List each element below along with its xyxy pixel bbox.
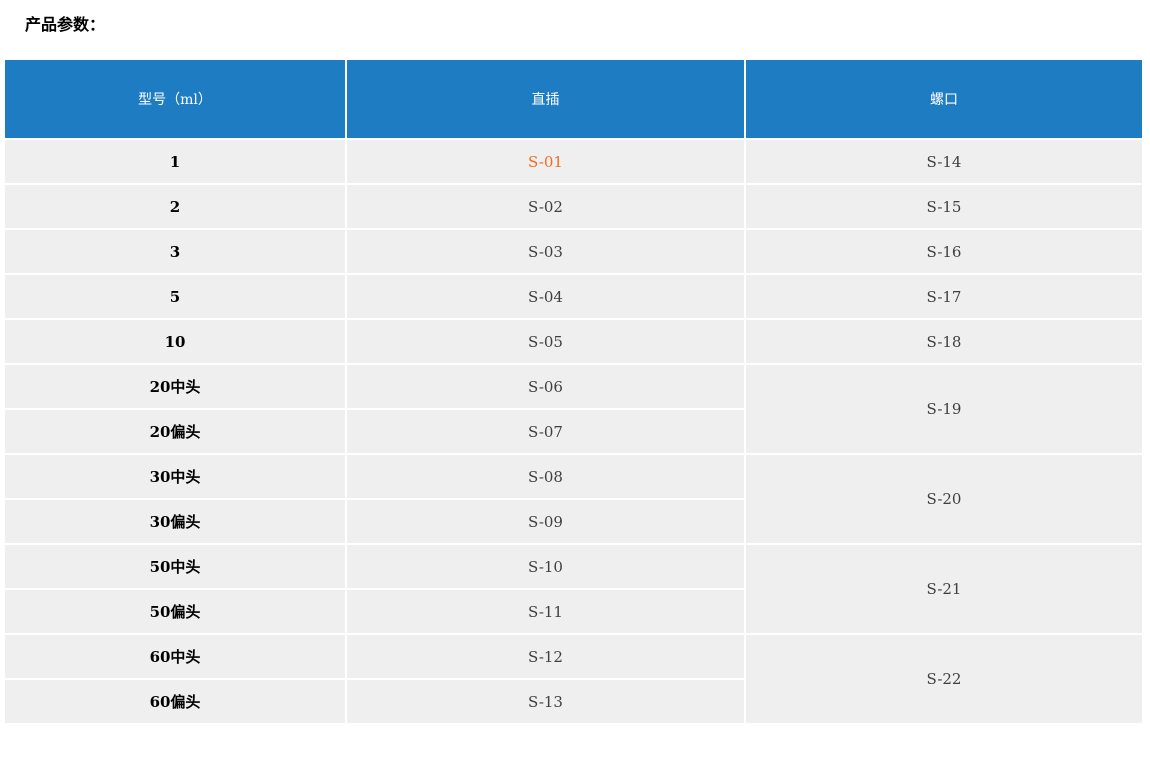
product-parameters-table: 型号（ml） 直插 螺口 1 S-01 S-14 2 S-02 S-15 3 S-03 S-16…	[3, 58, 1144, 725]
table-row: 20偏头 S-07	[5, 410, 1142, 453]
luokou-cell: S-19	[746, 365, 1142, 453]
model-cell: 5	[5, 275, 345, 318]
column-header-zhicha: 直插	[347, 60, 744, 138]
model-cell: 60中头	[5, 635, 345, 678]
model-cell: 50中头	[5, 545, 345, 588]
table-row: 20中头 S-06 S-19	[5, 365, 1142, 453]
zhicha-cell: S-13	[347, 680, 744, 723]
table-row: 60中头 S-12 S-22	[5, 635, 1142, 723]
luokou-cell: S-14	[746, 140, 1142, 183]
table-row: 50偏头 S-11	[5, 590, 1142, 633]
table-row: 60偏头 S-13	[5, 680, 1142, 723]
zhicha-cell: S-02	[347, 185, 744, 228]
zhicha-cell: S-12	[347, 635, 744, 678]
zhicha-cell: S-09	[347, 500, 744, 543]
model-cell: 20中头	[5, 365, 345, 408]
column-header-model: 型号（ml）	[5, 60, 345, 138]
table-row: 2 S-02 S-15	[5, 185, 1142, 228]
model-cell: 1	[5, 140, 345, 183]
model-cell: 60偏头	[5, 680, 345, 723]
table-header: 型号（ml） 直插 螺口	[5, 60, 1142, 138]
model-cell: 50偏头	[5, 590, 345, 633]
model-cell: 2	[5, 185, 345, 228]
luokou-cell: S-18	[746, 320, 1142, 363]
zhicha-cell: S-06	[347, 365, 744, 408]
table-header-row: 型号（ml） 直插 螺口	[5, 60, 1142, 138]
zhicha-cell: S-11	[347, 590, 744, 633]
zhicha-cell: S-04	[347, 275, 744, 318]
table-row: 1 S-01 S-14	[5, 140, 1142, 183]
luokou-cell: S-20	[746, 455, 1142, 543]
model-cell: 10	[5, 320, 345, 363]
luokou-cell: S-16	[746, 230, 1142, 273]
zhicha-cell: S-07	[347, 410, 744, 453]
model-cell: 20偏头	[5, 410, 345, 453]
zhicha-cell: S-01	[347, 140, 744, 183]
table-body: 1 S-01 S-14 2 S-02 S-15 3 S-03 S-16 5 S-04 S-17 10 S-…	[5, 140, 1142, 723]
zhicha-cell: S-08	[347, 455, 744, 498]
zhicha-cell: S-05	[347, 320, 744, 363]
table-row: 30中头 S-08 S-20	[5, 455, 1142, 543]
luokou-cell: S-17	[746, 275, 1142, 318]
model-cell: 30偏头	[5, 500, 345, 543]
luokou-cell: S-22	[746, 635, 1142, 723]
column-header-luokou: 螺口	[746, 60, 1142, 138]
table-row: 3 S-03 S-16	[5, 230, 1142, 273]
zhicha-cell: S-03	[347, 230, 744, 273]
page-title: 产品参数：	[25, 15, 106, 34]
table-row: 10 S-05 S-18	[5, 320, 1142, 363]
table-row: 50中头 S-10 S-21	[5, 545, 1142, 633]
zhicha-cell: S-10	[347, 545, 744, 588]
luokou-cell: S-21	[746, 545, 1142, 633]
luokou-cell: S-15	[746, 185, 1142, 228]
model-cell: 3	[5, 230, 345, 273]
table-row: 5 S-04 S-17	[5, 275, 1142, 318]
model-cell: 30中头	[5, 455, 345, 498]
table-row: 30偏头 S-09	[5, 500, 1142, 543]
